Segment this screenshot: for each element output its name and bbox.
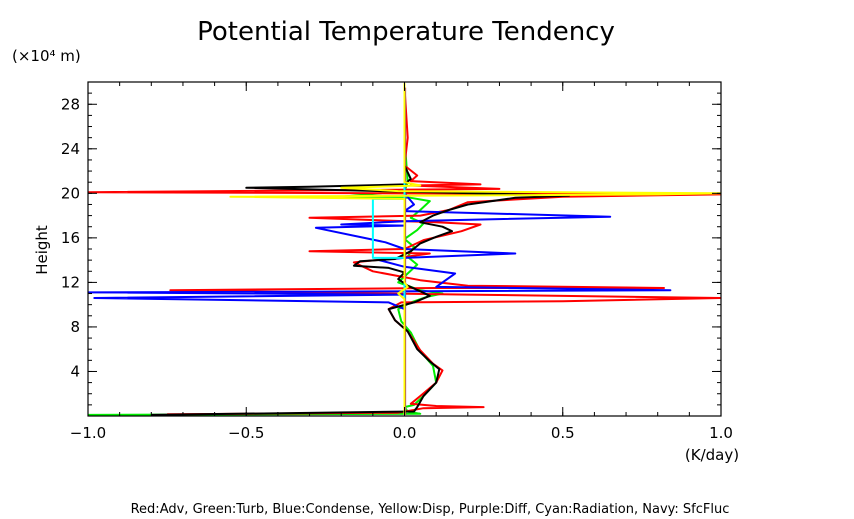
x-tick-label: 1.0: [709, 424, 733, 442]
y-tick-label: 28: [61, 95, 80, 113]
y-tick-label: 4: [70, 362, 80, 380]
series-line-disp: [229, 83, 721, 415]
series-layer: [88, 83, 721, 416]
plot-frame: [87, 81, 722, 417]
x-tick-label: 0.0: [393, 424, 417, 442]
series-legend: Red:Adv, Green:Turb, Blue:Condense, Yell…: [131, 502, 730, 517]
y-tick-label: 20: [61, 184, 80, 202]
series-line-turb: [88, 87, 444, 416]
y-axis-unit: (×10⁴ m): [12, 47, 81, 65]
y-tick-label: 8: [70, 318, 80, 336]
series-line-total: [151, 87, 571, 416]
y-tick-label: 16: [61, 229, 80, 247]
chart-title: Potential Temperature Tendency: [197, 17, 615, 47]
series-line-condense: [88, 87, 672, 415]
x-axis-unit: (K/day): [685, 446, 739, 464]
x-tick-label: −0.5: [228, 424, 264, 442]
axis-ticks: −1.0 −0.5 0.0 0.5 1.0 4 8 12 16 20 24 28: [61, 82, 733, 442]
y-tick-label: 12: [61, 273, 80, 291]
y-axis-label: Height: [33, 225, 51, 275]
x-tick-label: 0.5: [551, 424, 575, 442]
x-tick-label: −1.0: [70, 424, 106, 442]
y-tick-label: 24: [61, 140, 80, 158]
